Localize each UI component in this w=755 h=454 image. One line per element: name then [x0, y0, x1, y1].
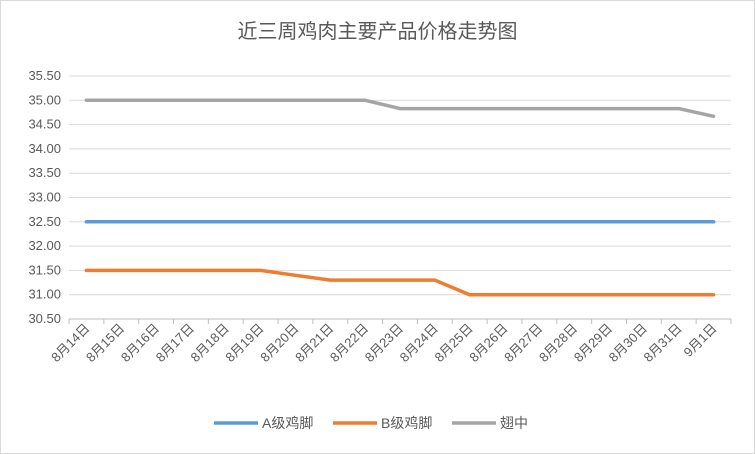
y-tick-label: 33.50: [28, 165, 61, 180]
y-tick-label: 31.50: [28, 262, 61, 277]
chart-title: 近三周鸡肉主要产品价格走势图: [237, 19, 518, 43]
y-tick-label: 35.00: [28, 92, 61, 107]
legend-label: A级鸡脚: [262, 415, 313, 431]
series: [84, 98, 716, 297]
series-line-1: [84, 268, 716, 297]
x-tick-label: 8月31日: [641, 321, 685, 365]
legend-label: 翅中: [500, 415, 528, 431]
series-line-2: [84, 98, 716, 119]
axes: 30.50 31.00 31.50 32.00 32.50 33.00 33.50 34.00…: [28, 68, 732, 365]
legend: A级鸡脚 B级鸡脚 翅中: [214, 415, 528, 431]
x-tick-label: 9月1日: [680, 321, 719, 360]
legend-label: B级鸡脚: [381, 415, 432, 431]
y-tick-label: 30.50: [28, 311, 61, 326]
y-tick-label: 35.50: [28, 68, 61, 83]
y-tick-label: 32.00: [28, 238, 61, 253]
y-tick-label: 31.00: [28, 287, 61, 302]
y-tick-label: 32.50: [28, 214, 61, 229]
y-tick-label: 33.00: [28, 190, 61, 205]
y-tick-label: 34.00: [28, 141, 61, 156]
y-tick-label: 34.50: [28, 117, 61, 132]
